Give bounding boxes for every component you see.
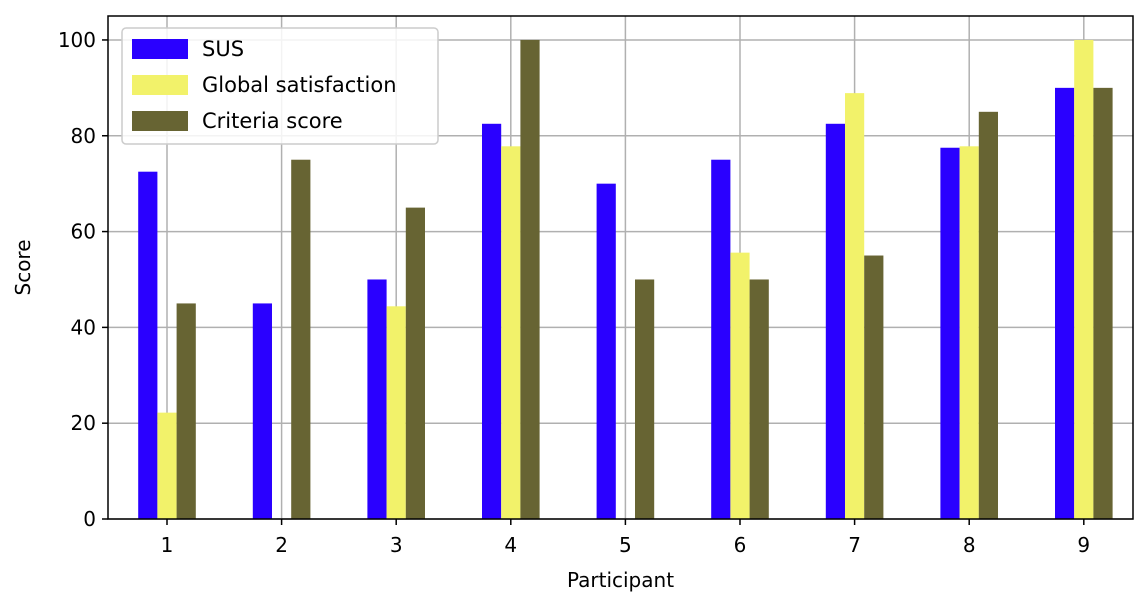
bar-sus [367, 279, 387, 519]
bar-sus [596, 183, 616, 519]
bar-global-satisfaction [386, 306, 406, 519]
x-tick-label: 4 [504, 533, 517, 557]
legend-label: Global satisfaction [202, 73, 397, 97]
x-axis-title: Participant [567, 568, 674, 592]
bar-criteria-score [635, 279, 655, 519]
bar-sus [482, 123, 502, 520]
bar-sus [825, 123, 845, 520]
legend-swatch [132, 39, 188, 59]
bar-sus [711, 159, 731, 519]
bar-criteria-score [864, 255, 884, 519]
bar-global-satisfaction [157, 412, 177, 519]
axis-ticks: 0 20 40 60 80 100 1 2 3 4 5 6 7 8 9 [58, 28, 1090, 557]
legend-frame [121, 27, 439, 145]
y-tick-label: 0 [83, 507, 96, 531]
x-tick-label: 5 [619, 533, 632, 557]
bars [138, 39, 1113, 520]
bar-criteria-score [291, 159, 311, 519]
bar-criteria-score [1093, 87, 1113, 519]
bar-global-satisfaction [730, 252, 750, 519]
plot-frame [107, 15, 1134, 520]
legend-label: Criteria score [202, 109, 343, 133]
x-tick-label: 7 [848, 533, 861, 557]
bar-sus [940, 147, 960, 519]
bar-sus [252, 303, 272, 519]
legend-swatch [132, 111, 188, 131]
bar-criteria-score [405, 207, 425, 519]
bar-global-satisfaction [1074, 39, 1094, 519]
y-tick-label: 20 [71, 411, 96, 435]
x-tick-label: 8 [963, 533, 976, 557]
legend: SUS Global satisfaction Criteria score [121, 27, 439, 145]
x-tick-label: 9 [1077, 533, 1090, 557]
bar-criteria-score [520, 39, 540, 519]
x-tick-label: 6 [734, 533, 747, 557]
y-tick-label: 40 [71, 315, 96, 339]
x-tick-label: 3 [390, 533, 403, 557]
y-tick-label: 80 [71, 124, 96, 148]
bar-global-satisfaction [501, 146, 521, 519]
x-tick-label: 2 [275, 533, 288, 557]
x-tick-label: 1 [161, 533, 174, 557]
bar-sus [138, 171, 158, 519]
bar-sus [1055, 87, 1075, 519]
bar-criteria-score [978, 111, 998, 520]
y-axis-title: Score [11, 239, 35, 295]
bar-criteria-score [749, 279, 769, 519]
y-tick-label: 60 [71, 220, 96, 244]
bar-criteria-score [176, 303, 196, 519]
bar-global-satisfaction [845, 93, 865, 520]
legend-swatch [132, 75, 188, 95]
y-tick-label: 100 [58, 28, 96, 52]
legend-label: SUS [202, 37, 244, 61]
bar-global-satisfaction [959, 146, 979, 519]
